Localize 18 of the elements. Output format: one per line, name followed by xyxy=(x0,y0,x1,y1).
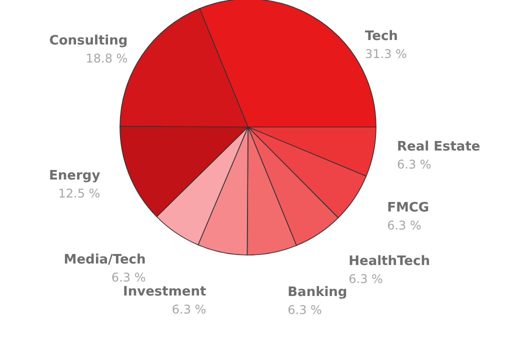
data-label: 18.8 % xyxy=(86,52,128,66)
slice-label: Real Estate xyxy=(397,140,480,155)
slice-label: Energy xyxy=(49,168,101,184)
slice-label: HealthTech xyxy=(348,254,430,269)
data-label: 12.5 % xyxy=(58,186,100,200)
data-label: 6.3 % xyxy=(111,270,146,284)
slice-label: FMCG xyxy=(387,200,430,216)
data-label: 6.3 % xyxy=(397,158,432,172)
data-label: 6.3 % xyxy=(288,303,322,318)
data-label: 6.3 % xyxy=(172,302,206,317)
slice-label: Banking xyxy=(288,285,348,300)
slice-label: Tech xyxy=(364,29,398,44)
data-label: 6.3 % xyxy=(387,218,422,232)
slice-label: Consulting xyxy=(49,34,128,49)
slice-label: Investment xyxy=(123,284,206,300)
slice-label: Media/Tech xyxy=(64,252,146,268)
data-label: 31.3 % xyxy=(364,47,407,61)
data-label: 6.3 % xyxy=(348,272,383,286)
